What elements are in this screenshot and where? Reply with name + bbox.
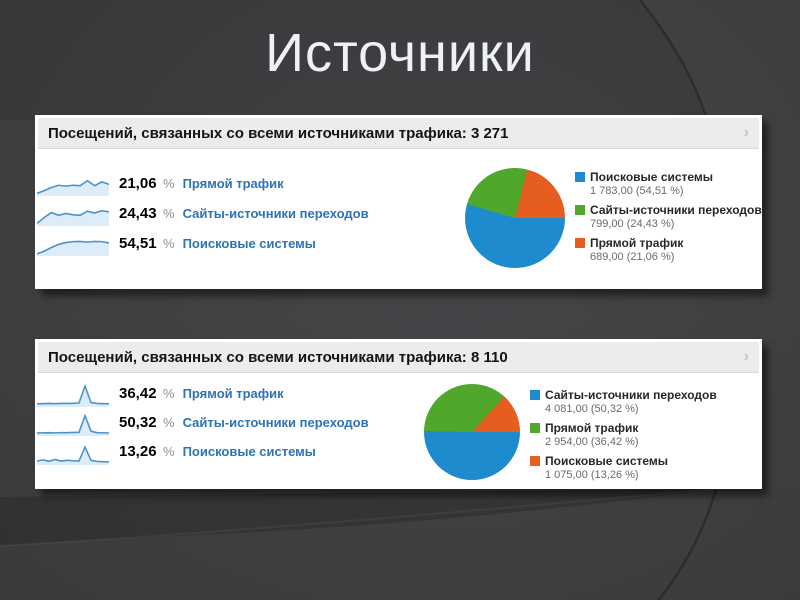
widget-header: Посещений, связанных со всеми источникам… [38,342,759,373]
traffic-sources-widget-2: Посещений, связанных со всеми источникам… [35,339,762,489]
widget-header-title: Посещений, связанных со всеми источникам… [48,348,508,366]
legend-label: Сайты-источники переходов [545,388,717,402]
percent-value: 50,32 [119,414,157,431]
source-link[interactable]: Сайты-источники переходов [182,415,369,430]
legend-label: Поисковые системы [590,170,714,184]
source-rows: 21,06 % Прямой трафик 24,43 % Сайты-исто… [37,168,369,258]
sparkline-chart [37,170,109,196]
legend-value: 1 783,00 (54,51 %) [590,185,684,197]
pie-legend: Сайты-источники переходов 4 081,00 (50,3… [530,388,717,487]
legend-swatch [530,390,540,400]
sparkline-chart [37,381,109,407]
source-link[interactable]: Поисковые системы [182,444,316,459]
percent-sign: % [163,235,175,251]
percent-value: 13,26 [119,443,157,460]
legend-swatch [530,456,540,466]
sparkline-chart [37,230,109,256]
legend-value: 689,00 (21,06 %) [590,251,675,263]
pie-chart [465,168,565,268]
legend-value: 799,00 (24,43 %) [590,218,675,230]
source-rows: 36,42 % Прямой трафик 50,32 % Сайты-исто… [37,379,369,466]
percent-sign: % [163,386,175,401]
source-link[interactable]: Прямой трафик [182,175,284,191]
source-row: 24,43 % Сайты-источники переходов [37,198,369,228]
legend-item: Сайты-источники переходов 4 081,00 (50,3… [530,388,717,416]
legend-label: Прямой трафик [590,236,684,250]
legend-label: Поисковые системы [545,454,669,468]
percent-sign: % [163,205,175,221]
source-link[interactable]: Поисковые системы [182,235,316,251]
legend-swatch [575,172,585,182]
percent-sign: % [163,444,175,459]
chevron-right-icon: › [743,348,749,365]
legend-label: Сайты-источники переходов [590,203,762,217]
sparkline-chart [37,200,109,226]
legend-swatch [575,205,585,215]
legend-item: Прямой трафик 689,00 (21,06 %) [575,236,762,264]
legend-label: Прямой трафик [545,421,639,435]
legend-swatch [575,238,585,248]
source-row: 54,51 % Поисковые системы [37,228,369,258]
legend-value: 1 075,00 (13,26 %) [545,469,639,481]
chevron-right-icon: › [743,124,749,141]
source-row: 21,06 % Прямой трафик [37,168,369,198]
percent-value: 24,43 [119,204,157,222]
legend-swatch [530,423,540,433]
percent-value: 21,06 [119,174,157,192]
source-link[interactable]: Прямой трафик [182,386,284,401]
sparkline-chart [37,410,109,436]
percent-sign: % [163,415,175,430]
source-row: 36,42 % Прямой трафик [37,379,369,408]
traffic-sources-widget-1: Посещений, связанных со всеми источникам… [35,115,762,289]
widget-header: Посещений, связанных со всеми источникам… [38,118,759,149]
legend-item: Поисковые системы 1 075,00 (13,26 %) [530,454,717,482]
pie-legend: Поисковые системы 1 783,00 (54,51 %) Сай… [575,170,762,269]
source-link[interactable]: Сайты-источники переходов [182,205,369,221]
legend-item: Сайты-источники переходов 799,00 (24,43 … [575,203,762,231]
legend-value: 2 954,00 (36,42 %) [545,436,639,448]
percent-value: 36,42 [119,385,157,402]
percent-sign: % [163,175,175,191]
source-row: 50,32 % Сайты-источники переходов [37,408,369,437]
legend-item: Поисковые системы 1 783,00 (54,51 %) [575,170,762,198]
legend-value: 4 081,00 (50,32 %) [545,403,639,415]
sparkline-chart [37,439,109,465]
slide-title: Источники [265,23,535,83]
pie-chart [424,384,520,480]
source-row: 13,26 % Поисковые системы [37,437,369,466]
widget-header-title: Посещений, связанных со всеми источникам… [48,124,509,142]
percent-value: 54,51 [119,234,157,252]
legend-item: Прямой трафик 2 954,00 (36,42 %) [530,421,717,449]
